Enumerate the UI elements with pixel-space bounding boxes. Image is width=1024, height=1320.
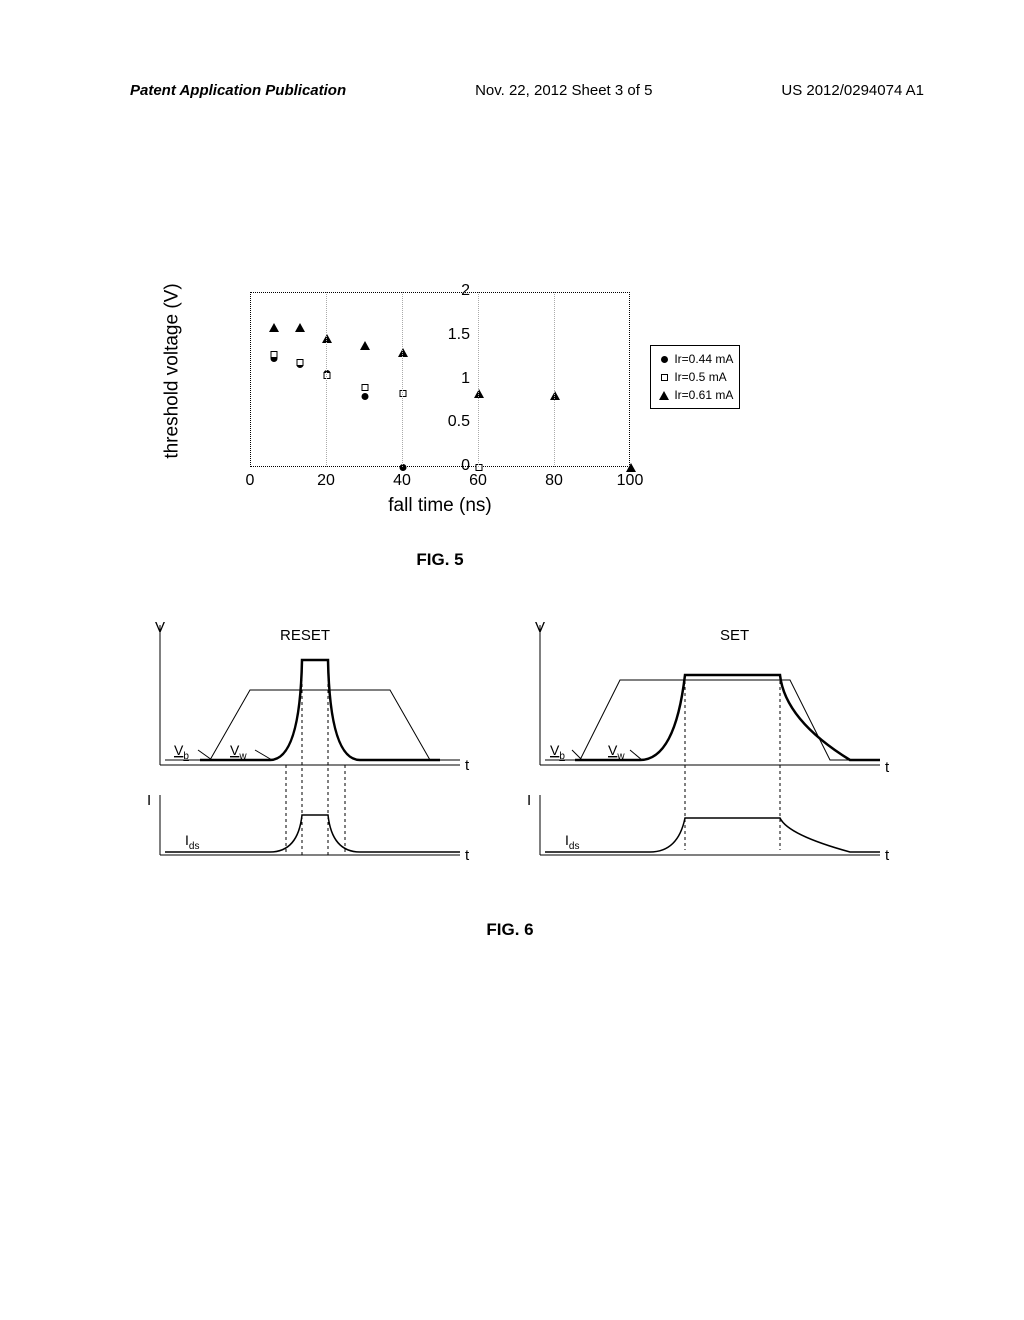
data-point xyxy=(297,354,304,372)
xtick-label: 100 xyxy=(610,472,650,490)
t-axis-label: t xyxy=(885,759,890,776)
data-point xyxy=(398,344,408,362)
data-point xyxy=(362,379,369,397)
ytick-label: 1 xyxy=(430,370,470,388)
i-axis-label: I xyxy=(147,792,151,809)
gridline xyxy=(478,292,479,467)
page-header: Patent Application Publication Nov. 22, … xyxy=(0,82,1024,99)
set-title: SET xyxy=(720,627,749,644)
ytick-label: 2 xyxy=(430,282,470,300)
fig6-set-panel: V t SET Vb Vw I t Ids xyxy=(520,620,880,905)
fig6-set-svg: V t SET Vb Vw I t Ids xyxy=(520,620,900,900)
gridline xyxy=(554,292,555,467)
header-center: Nov. 22, 2012 Sheet 3 of 5 xyxy=(475,82,652,99)
legend-item: Ir=0.5 mA xyxy=(657,368,733,386)
fig6-reset-svg: V t RESET Vb Vw I t Ids xyxy=(140,620,500,900)
fig5-ylabel: threshold voltage (V) xyxy=(162,283,184,458)
i-axis-label: I xyxy=(527,792,531,809)
gridline xyxy=(402,292,403,467)
fig6-caption: FIG. 6 xyxy=(140,920,880,940)
data-point xyxy=(324,367,331,385)
t2-axis-label: t xyxy=(885,847,890,864)
header-left: Patent Application Publication xyxy=(130,82,346,99)
reset-title: RESET xyxy=(280,627,330,644)
ytick-label: 1.5 xyxy=(430,326,470,344)
xtick-label: 20 xyxy=(306,472,346,490)
data-point xyxy=(474,385,484,403)
vb-label: Vb xyxy=(550,742,565,762)
fig5-xlabel: fall time (ns) xyxy=(250,495,630,517)
data-point xyxy=(400,385,407,403)
t2-axis-label: t xyxy=(465,847,470,864)
v-axis-label: V xyxy=(155,619,165,636)
xtick-label: 80 xyxy=(534,472,574,490)
vb-label: Vb xyxy=(174,742,189,762)
ids-label: Ids xyxy=(565,832,579,852)
t-axis-label: t xyxy=(465,757,470,774)
header-right: US 2012/0294074 A1 xyxy=(781,82,924,99)
legend-item: Ir=0.61 mA xyxy=(657,386,733,404)
v-axis-label: V xyxy=(535,619,545,636)
xtick-label: 0 xyxy=(230,472,270,490)
fig5-caption: FIG. 5 xyxy=(160,550,720,570)
fig6-diagram: V t RESET Vb Vw I t Ids xyxy=(140,620,880,940)
gridline xyxy=(326,292,327,467)
data-point xyxy=(322,330,332,348)
data-point xyxy=(295,319,305,337)
data-point xyxy=(360,337,370,355)
fig5-chart: threshold voltage (V) fall time (ns) Ir=… xyxy=(160,280,860,540)
ytick-label: 0.5 xyxy=(430,413,470,431)
fig6-reset-panel: V t RESET Vb Vw I t Ids xyxy=(140,620,500,905)
ytick-label: 0 xyxy=(430,457,470,475)
data-point xyxy=(269,319,279,337)
ids-label: Ids xyxy=(185,832,199,852)
data-point xyxy=(270,345,277,363)
fig5-legend: Ir=0.44 mA Ir=0.5 mA Ir=0.61 mA xyxy=(650,345,740,409)
data-point xyxy=(550,386,560,404)
xtick-label: 40 xyxy=(382,472,422,490)
legend-item: Ir=0.44 mA xyxy=(657,350,733,368)
